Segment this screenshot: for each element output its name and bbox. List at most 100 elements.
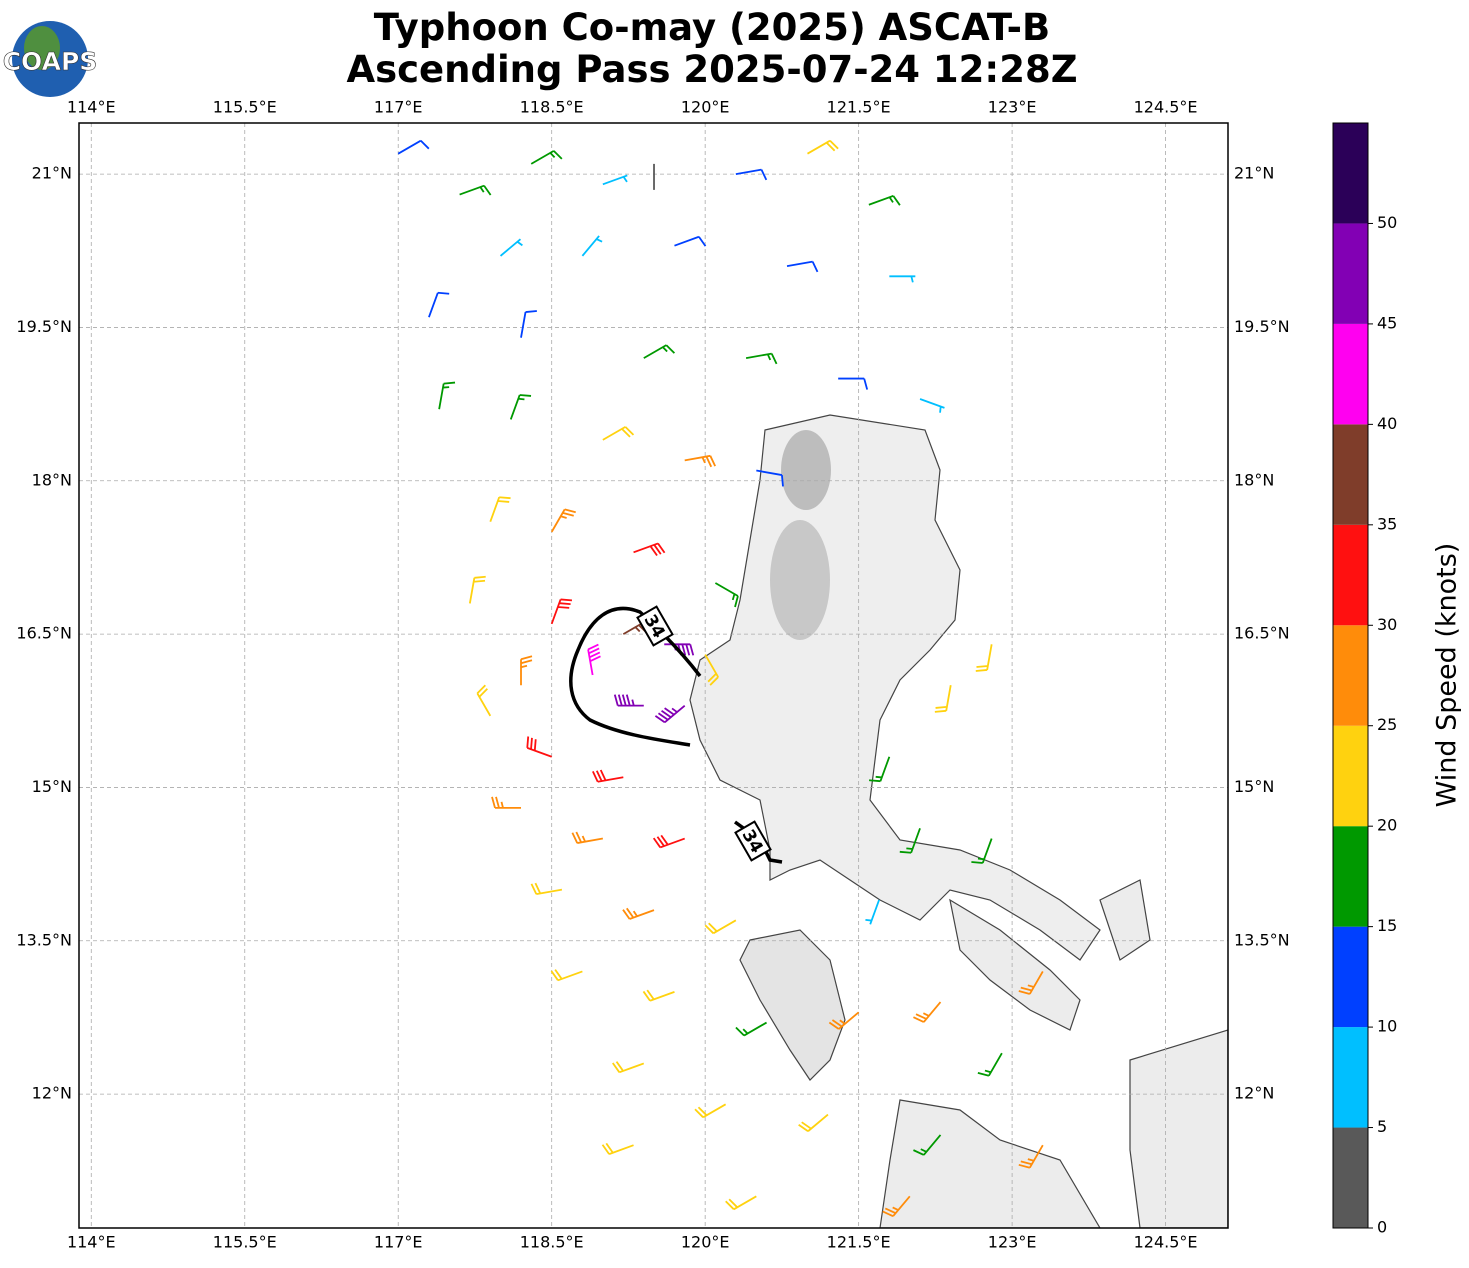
x-tick-label: 115.5°E [213,1233,277,1252]
y-tick-label: 12°N [32,1084,72,1103]
map-frame [78,122,1229,1229]
wind-barb [476,684,492,717]
wind-barb [581,235,603,257]
wind-barb [602,426,635,441]
y-tick-label: 16.5°N [16,624,72,643]
wind-barb [694,1103,727,1119]
wind-barb [704,919,737,935]
colorbar-segment [1333,1027,1368,1128]
colorbar-tick-label: 35 [1377,514,1397,533]
wind-barb [674,235,707,247]
wind-barb [971,838,993,864]
wind-barb [652,834,686,849]
x-tick-label: 115.5°E [213,98,277,117]
x-tick-label: 121.5°E [827,1233,891,1252]
x-tick-label: 124.5°E [1134,1233,1198,1252]
wind-barb [1018,1144,1044,1169]
chart-subtitle: Ascending Pass 2025-07-24 12:28Z [346,48,1077,91]
wind-barb [550,969,583,982]
y-tick-label: 12°N [1234,1084,1274,1103]
wind-barb [1018,970,1044,995]
wind-barb [725,1195,757,1211]
land [689,414,1228,1228]
wind-barb [714,582,739,608]
logo-text: COAPS [3,47,98,76]
colorbar-tick-label: 15 [1377,916,1397,935]
island [1099,879,1151,961]
wind-barb [642,989,675,1002]
colorbar-segment [1333,323,1368,425]
mountains [770,520,830,640]
y-tick-label: 21°N [32,164,72,183]
colorbar-frame [1332,122,1369,1229]
wind-barb [550,598,573,625]
island [949,898,1081,1031]
colorbar-segment [1333,524,1368,626]
wind-barb [499,238,523,257]
wind-barb [613,694,644,707]
y-tick-label: 16.5°N [1234,624,1290,643]
x-tick-label: 121.5°E [827,98,891,117]
wind-barb [459,184,492,196]
wind-barb [633,542,666,556]
x-tick-label: 117°E [374,98,423,117]
colorbar-tick-label: 0 [1377,1218,1387,1237]
wind-barb [828,1011,860,1030]
wind-barb [489,496,511,522]
y-tick-label: 15°N [1234,777,1274,796]
wind-barb [530,150,563,165]
wind-barb [704,654,719,686]
wind-barb [612,1061,645,1074]
x-tick-label: 114°E [67,98,116,117]
y-tick-label: 13.5°N [1234,930,1290,949]
colorbar-segment [1333,826,1368,927]
x-tick-label: 114°E [67,1233,116,1252]
logo: COAPS [2,21,98,97]
colorbar-label: Wind Speed (knots) [1432,543,1463,808]
y-tick-label: 15°N [32,777,72,796]
wind-barb [587,643,601,676]
mindoro [739,929,846,1081]
y-tick-label: 13.5°N [16,930,72,949]
wind-barb [438,381,456,410]
contour-label-bg [636,605,674,647]
y-tick-label: 19.5°N [16,317,72,336]
wind-barb [654,704,686,724]
wind-barb [934,685,952,713]
colorbar-segment [1333,926,1368,1028]
colorbar-tick-label: 25 [1377,715,1397,734]
x-tick-label: 118.5°E [520,1233,584,1252]
wind-barb [756,469,784,487]
wind-barb [428,291,450,318]
contour-label-bg [734,820,772,862]
x-tick-label: 124.5°E [1134,98,1198,117]
x-tick-label: 120°E [681,98,730,117]
x-tick-label: 123°E [988,1233,1037,1252]
wind-barbs [397,139,1044,1218]
logo-land [24,26,60,70]
wind-barb [664,643,695,656]
wind-barb [865,899,880,925]
wind-barb [601,1142,634,1155]
mountains [781,430,831,510]
chart-title: Typhoon Co-may (2025) ASCAT-B [374,6,1050,49]
wind-barb [643,344,676,359]
wind-barb [684,454,716,468]
island [879,1099,1101,1228]
x-tick-label: 123°E [988,98,1037,117]
colorbar-segment [1333,123,1368,224]
island [1129,1029,1228,1228]
wind-barb [571,831,604,844]
wind-barb [509,394,532,420]
y-tick-label: 18°N [32,470,72,489]
colorbar-tick-label: 40 [1377,414,1397,433]
wind-barb [868,195,901,206]
wind-barb [602,174,628,186]
colorbar-segment [1333,1127,1368,1228]
wind-barb [869,756,891,783]
wind-barb [899,828,921,854]
wind-barb [592,769,624,783]
wind-barb [526,736,553,758]
colorbar-tick-label: 20 [1377,816,1397,835]
wind-barb [622,907,655,920]
